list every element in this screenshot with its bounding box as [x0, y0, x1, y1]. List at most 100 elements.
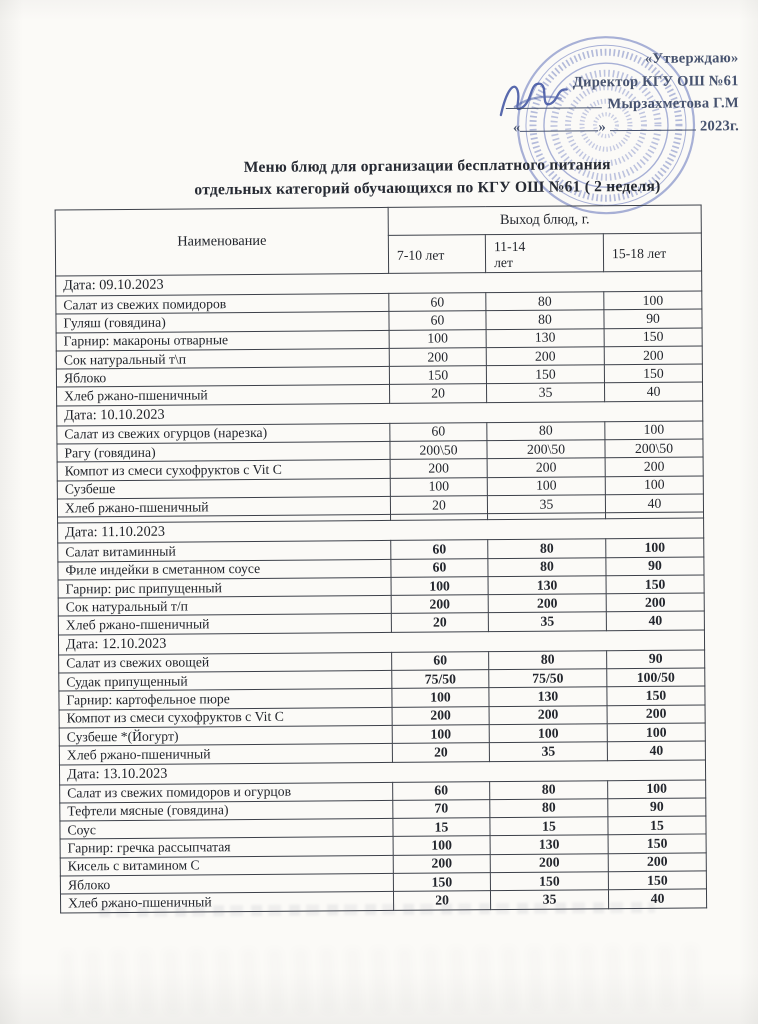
portion-value-age-2: 100 [605, 538, 704, 558]
portion-value-age-0: 60 [388, 310, 487, 331]
portion-value-age-1: 80 [489, 798, 608, 818]
portion-value-age-2: 150 [604, 327, 703, 347]
portion-value-age-2: 40 [604, 382, 703, 402]
portion-value-age-1: 80 [488, 650, 607, 670]
portion-value-age-0: 100 [390, 477, 488, 497]
portion-value-age-2: 150 [608, 834, 707, 854]
approval-line-date: « » 2023г. [439, 115, 739, 140]
document-title-line2: отдельных категорий обучающихся по КГУ О… [194, 177, 661, 198]
month-blank-line [609, 116, 696, 131]
portion-value-age-2: 200 [608, 852, 707, 872]
portion-value-age-2: 100 [607, 779, 706, 799]
portion-value-age-1: 200\50 [486, 439, 606, 460]
portion-value-age-1: 15 [489, 816, 609, 837]
signature-line [505, 95, 602, 109]
portion-value-age-1: 150 [486, 364, 605, 385]
portion-value-age-0: 150 [393, 872, 491, 892]
portion-value-age-1: 130 [488, 687, 608, 707]
portion-value-age-1: 130 [486, 328, 605, 348]
portion-value-age-0: 100 [393, 836, 491, 856]
portion-value-age-2: 100 [603, 290, 702, 311]
approval-line-utverzhdayu: «Утверждаю» [644, 50, 739, 67]
reverse-side-bleed-through-faint [61, 945, 702, 1015]
portion-value-age-0: 60 [388, 292, 486, 312]
column-header-age-15-18: 15-18 лет [603, 232, 702, 272]
portion-value-age-0: 20 [392, 742, 490, 762]
portion-value-age-0: 20 [389, 384, 487, 404]
portion-value-age-0: 200 [393, 854, 491, 874]
portion-value-age-2: 200 [605, 457, 704, 477]
portion-value-age-0: 75/50 [391, 669, 489, 689]
portion-value-age-2: 40 [606, 611, 705, 631]
portion-value-age-2: 200 [604, 345, 703, 365]
portion-value-age-1: 80 [485, 310, 605, 330]
portion-value-age-2: 90 [603, 309, 703, 329]
portion-value-age-0: 200\50 [389, 440, 488, 460]
portion-value-age-0: 200 [389, 347, 487, 367]
portion-value-age-0: 70 [392, 799, 490, 819]
portion-value-age-0: 150 [389, 365, 487, 385]
portion-value-age-2: 150 [608, 870, 707, 891]
portion-value-age-2: 150 [604, 364, 703, 384]
portion-value-age-1: 130 [488, 575, 607, 595]
portion-value-age-2: 150 [606, 686, 706, 706]
portion-value-age-1: 150 [490, 871, 609, 891]
portion-value-age-2: 100 [605, 475, 704, 495]
portion-value-age-1: 200 [488, 593, 607, 614]
portion-value-age-1: 80 [489, 780, 608, 800]
portion-value-age-0: 100 [392, 724, 490, 744]
portion-value-age-0: 100 [391, 576, 489, 596]
portion-value-age-0: 200 [391, 594, 489, 614]
column-header-age-7-10: 7-10 лет [388, 234, 486, 274]
portion-value-age-1: 35 [489, 741, 608, 762]
portion-value-age-1: 80 [485, 291, 604, 311]
portion-value-age-1: 80 [486, 421, 605, 441]
portion-value-age-0: 60 [392, 781, 490, 801]
portion-value-age-1: 200 [489, 705, 608, 725]
portion-value-age-1: 80 [487, 557, 607, 577]
portion-value-age-2: 90 [605, 556, 705, 576]
approval-block: «Утверждаю» Директор КГУ ОШ №61 Мырзахме… [438, 47, 739, 139]
approval-line-name: Мырзахметова Г.М [439, 92, 739, 117]
document-title: Меню блюд для организации бесплатного пи… [101, 153, 753, 201]
portion-value-age-0: 200 [392, 706, 490, 726]
portion-value-age-2: 200 [607, 704, 706, 724]
portion-value-age-1: 80 [487, 538, 606, 559]
portion-value-age-0: 60 [390, 539, 488, 559]
year-label: 2023г. [699, 117, 740, 134]
portion-value-age-1: 200 [487, 458, 606, 478]
portion-value-age-0: 60 [389, 422, 487, 442]
portion-value-age-2: 200\50 [604, 439, 704, 459]
portion-value-age-0: 15 [392, 817, 491, 837]
portion-value-age-0: 200 [390, 459, 488, 479]
close-quote: » [598, 118, 607, 135]
column-header-output-group: Выход блюд, г. [388, 204, 702, 236]
portion-value-age-1: 100 [489, 723, 608, 743]
portion-value-age-2: 40 [605, 493, 704, 513]
portion-value-age-2: 100 [604, 420, 703, 440]
portion-value-age-2: 100/50 [606, 667, 705, 688]
director-name: Мырзахметова Г.М [607, 95, 739, 113]
portion-value-age-0: 60 [391, 651, 489, 671]
portion-value-age-0: 20 [390, 495, 488, 515]
portion-value-age-1: 35 [487, 494, 606, 514]
portion-value-age-0: 60 [390, 558, 489, 578]
portion-value-age-2: 100 [607, 722, 706, 742]
portion-value-age-1: 200 [486, 346, 605, 366]
portion-value-age-1: 100 [487, 476, 606, 496]
portion-value-age-1: 200 [490, 853, 609, 873]
day-blank-line [520, 117, 599, 132]
column-header-name: Наименование [55, 207, 389, 277]
column-header-age-11-14: 11-14 лет [485, 233, 604, 273]
portion-value-age-1: 35 [486, 383, 605, 403]
portion-value-age-1: 35 [488, 612, 607, 632]
open-quote: « [512, 119, 521, 136]
menu-table: Наименование Выход блюд, г. 7-10 лет 11-… [54, 204, 708, 914]
portion-value-age-2: 150 [606, 574, 705, 594]
portion-value-age-2: 15 [607, 816, 707, 836]
portion-value-age-2: 90 [607, 797, 706, 817]
portion-value-age-1: 75/50 [488, 668, 607, 688]
portion-value-age-0: 100 [391, 687, 490, 708]
